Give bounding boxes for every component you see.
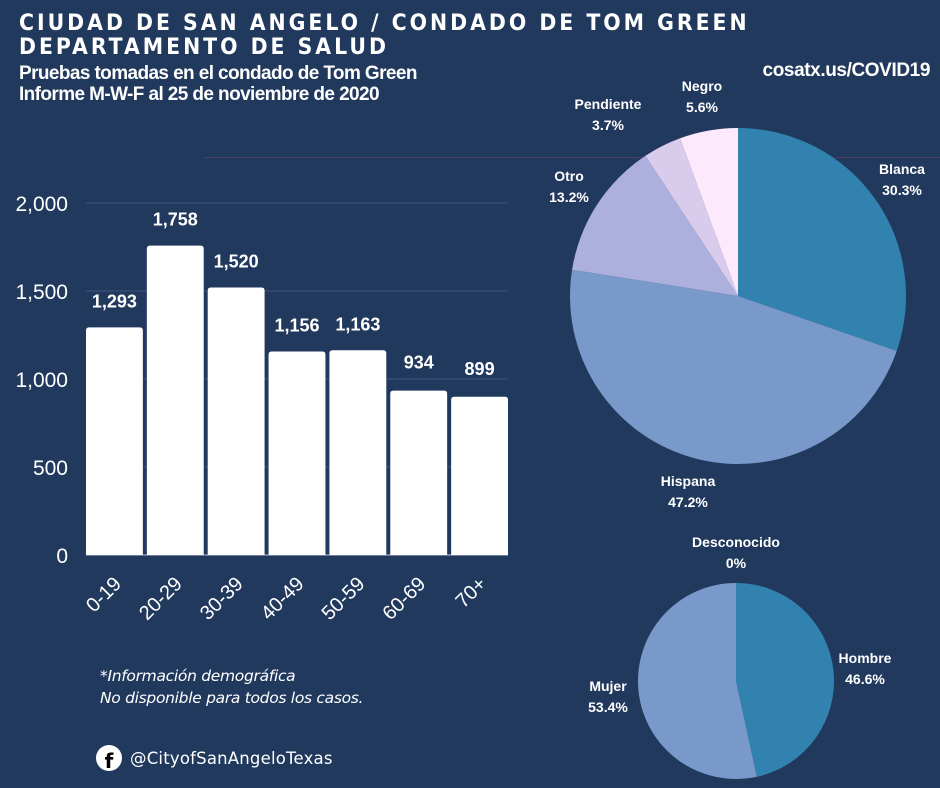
bar-40-49 xyxy=(268,351,326,555)
bar-60-69 xyxy=(390,390,448,555)
slice-label-desconocido: Desconocido xyxy=(692,534,780,550)
x-tick-label: 60-69 xyxy=(379,573,431,625)
slice-negro xyxy=(680,128,738,296)
slice-hombre xyxy=(736,583,834,777)
slice-value-pendiente: 3.7% xyxy=(592,117,624,133)
gender-pie-chart: Hombre 46.6% Mujer 53.4% Desconocido 0% xyxy=(588,534,892,779)
x-tick-label: 20-29 xyxy=(135,573,187,625)
slice-label-hombre: Hombre xyxy=(839,650,892,666)
bar-50-59 xyxy=(329,350,387,555)
title-line-2: DEPARTAMENTO DE SALUD xyxy=(19,35,389,60)
bar-value-label: 934 xyxy=(404,353,434,373)
slice-value-mujer: 53.4% xyxy=(588,699,628,715)
title-line-1: CIUDAD DE SAN ANGELO / CONDADO DE TOM GR… xyxy=(19,11,750,36)
bar-value-label: 1,163 xyxy=(335,314,380,334)
bar-value-label: 1,758 xyxy=(153,210,198,230)
y-axis-ticks: 0 500 1,000 1,500 2,000 xyxy=(15,193,68,568)
x-tick-label: 70+ xyxy=(452,573,492,613)
race-pie-chart: Blanca 30.3% Hispana 47.2% Otro 13.2% Pendient… xyxy=(549,78,925,510)
bar-value-label: 1,156 xyxy=(274,316,319,336)
x-tick-label: 0-19 xyxy=(82,573,126,617)
bars xyxy=(86,245,508,556)
y-tick-label: 2,000 xyxy=(15,193,68,216)
slice-label-otro: Otro xyxy=(554,168,584,184)
y-tick-label: 1,500 xyxy=(15,281,68,304)
bar-value-label: 1,520 xyxy=(214,251,259,271)
slice-value-negro: 5.6% xyxy=(686,99,718,115)
slice-blanca xyxy=(738,128,906,351)
facebook-handle[interactable]: @CityofSanAngeloTexas xyxy=(130,748,333,768)
bar-value-label: 1,293 xyxy=(92,291,137,311)
subtitle-line-2: Informe M-W-F al 25 de noviembre de 2020 xyxy=(19,84,380,105)
x-axis-ticks: 0-19 20-29 30-39 40-49 50-59 60-69 70+ xyxy=(82,573,491,625)
slice-value-hombre: 46.6% xyxy=(845,671,885,687)
footnote-line-1: *Información demográfica xyxy=(100,667,296,685)
bar-30-39 xyxy=(207,287,265,555)
social-link[interactable]: f @CityofSanAngeloTexas xyxy=(96,745,333,771)
race-labels: Blanca 30.3% Hispana 47.2% Otro 13.2% Pendient… xyxy=(549,78,925,510)
x-tick-label: 50-59 xyxy=(318,573,370,625)
slice-pendiente xyxy=(645,138,738,296)
facebook-icon: f xyxy=(96,745,122,771)
slice-mujer xyxy=(638,583,757,779)
slice-label-blanca: Blanca xyxy=(879,161,925,177)
y-tick-label: 1,000 xyxy=(15,369,68,392)
bar-value-label: 899 xyxy=(465,359,495,379)
gender-slices xyxy=(638,583,834,779)
slice-label-mujer: Mujer xyxy=(589,678,627,694)
slice-label-negro: Negro xyxy=(682,78,722,94)
footnote-line-2: No disponible para todos los casos. xyxy=(100,689,364,707)
y-tick-label: 500 xyxy=(33,457,68,480)
gender-labels: Hombre 46.6% Mujer 53.4% Desconocido 0% xyxy=(588,534,892,715)
slice-value-otro: 13.2% xyxy=(549,189,589,205)
y-tick-label: 0 xyxy=(56,545,68,568)
slice-value-hispana: 47.2% xyxy=(668,494,708,510)
bar-70+ xyxy=(451,396,508,555)
subtitle-line-1: Pruebas tomadas en el condado de Tom Gre… xyxy=(19,63,417,84)
header-divider xyxy=(203,157,940,158)
age-bar-chart: 0 500 1,000 1,500 2,000 1,293 1,758 1,520 1,156… xyxy=(15,193,508,625)
slice-otro xyxy=(572,155,738,296)
footnote: *Información demográfica No disponible p… xyxy=(100,665,363,709)
slice-label-hispana: Hispana xyxy=(661,473,716,489)
x-tick-label: 40-49 xyxy=(257,573,309,625)
bar-0-19 xyxy=(86,327,143,555)
website-url[interactable]: cosatx.us/COVID19 xyxy=(762,60,931,81)
slice-hispana xyxy=(570,269,897,465)
slice-label-pendiente: Pendiente xyxy=(575,96,642,112)
slice-value-blanca: 30.3% xyxy=(882,182,922,198)
x-tick-label: 30-39 xyxy=(196,573,248,625)
bar-value-labels: 1,293 1,758 1,520 1,156 1,163 934 899 xyxy=(92,210,495,379)
bar-20-29 xyxy=(146,245,204,556)
slice-value-desconocido: 0% xyxy=(726,555,747,571)
race-slices xyxy=(570,128,906,465)
